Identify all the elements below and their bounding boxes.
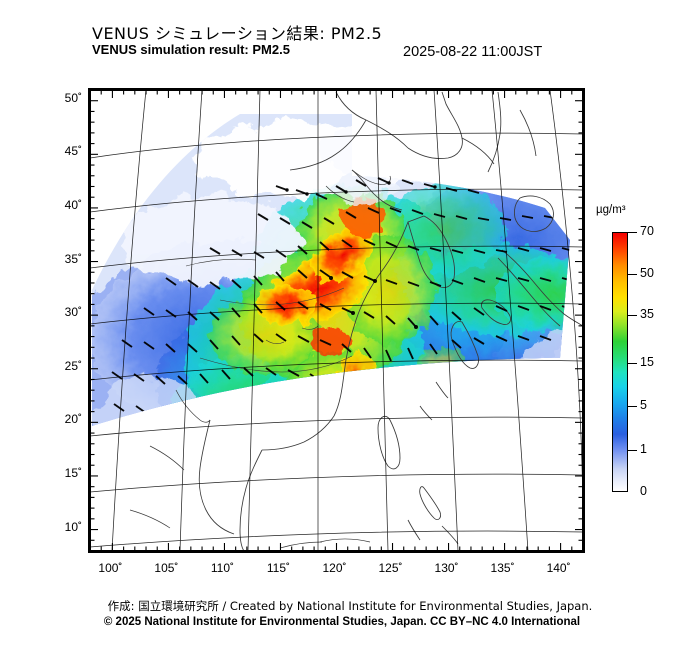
latitude-tick-label: 35˚ — [64, 251, 82, 266]
latitude-tick-label: 50˚ — [64, 90, 82, 105]
colorbar-tick-mark — [628, 314, 637, 316]
credit-line-creator: 作成: 国立環境研究所 / Created by National Instit… — [107, 599, 593, 613]
map-canvas — [90, 90, 583, 551]
longitude-tick-label: 125˚ — [378, 561, 403, 575]
colorbar-tick-mark — [628, 363, 637, 365]
colorbar-tick-label: 15 — [640, 355, 654, 370]
colorbar-tick-mark — [628, 405, 637, 407]
longitude-tick-label: 135˚ — [490, 561, 515, 575]
longitude-tick-label: 110˚ — [210, 561, 235, 575]
longitude-tick-label: 115˚ — [266, 561, 291, 575]
pm25-concentration-field — [92, 114, 570, 426]
colorbar-tick-label: 1 — [640, 441, 647, 456]
figure-title-english: VENUS simulation result: PM2.5 — [92, 42, 290, 57]
colorbar-tick-label: 70 — [640, 224, 654, 238]
figure-title-japanese: VENUS シミュレーション結果: PM2.5 — [92, 24, 383, 43]
graticule-grid — [90, 90, 583, 551]
latitude-tick-label: 10˚ — [64, 519, 82, 534]
colorbar-tick-label: 35 — [640, 306, 654, 321]
map-plot-area — [88, 88, 585, 553]
latitude-tick-label: 15˚ — [64, 465, 82, 480]
colorbar-tick-label: 0 — [640, 484, 647, 498]
longitude-tick-label: 140˚ — [546, 561, 571, 575]
latitude-tick-label: 40˚ — [64, 197, 82, 212]
longitude-tick-label: 120˚ — [322, 561, 347, 575]
colorbar-tick-mark — [628, 232, 637, 233]
colorbar-tick-mark — [628, 274, 637, 276]
colorbar-tick-label: 50 — [640, 266, 654, 281]
latitude-tick-label: 45˚ — [64, 144, 82, 159]
latitude-tick-label: 30˚ — [64, 305, 82, 320]
coastline-overlay — [129, 91, 583, 551]
latitude-tick-label: 20˚ — [64, 412, 82, 427]
longitude-tick-label: 130˚ — [434, 561, 459, 575]
figure-timestamp: 2025-08-22 11:00JST — [403, 44, 543, 60]
longitude-tick-label: 105˚ — [154, 561, 179, 575]
colorbar-gradient — [612, 232, 628, 492]
colorbar-tick-label: 5 — [640, 397, 647, 412]
colorbar-unit-label: µg/m³ — [596, 204, 626, 216]
latitude-tick-label: 25˚ — [64, 358, 82, 373]
colorbar-tick-mark — [628, 492, 637, 493]
colorbar-tick-mark — [628, 449, 637, 451]
longitude-tick-label: 100˚ — [98, 561, 123, 575]
credit-line-license: © 2025 National Institute for Environmen… — [103, 616, 581, 628]
